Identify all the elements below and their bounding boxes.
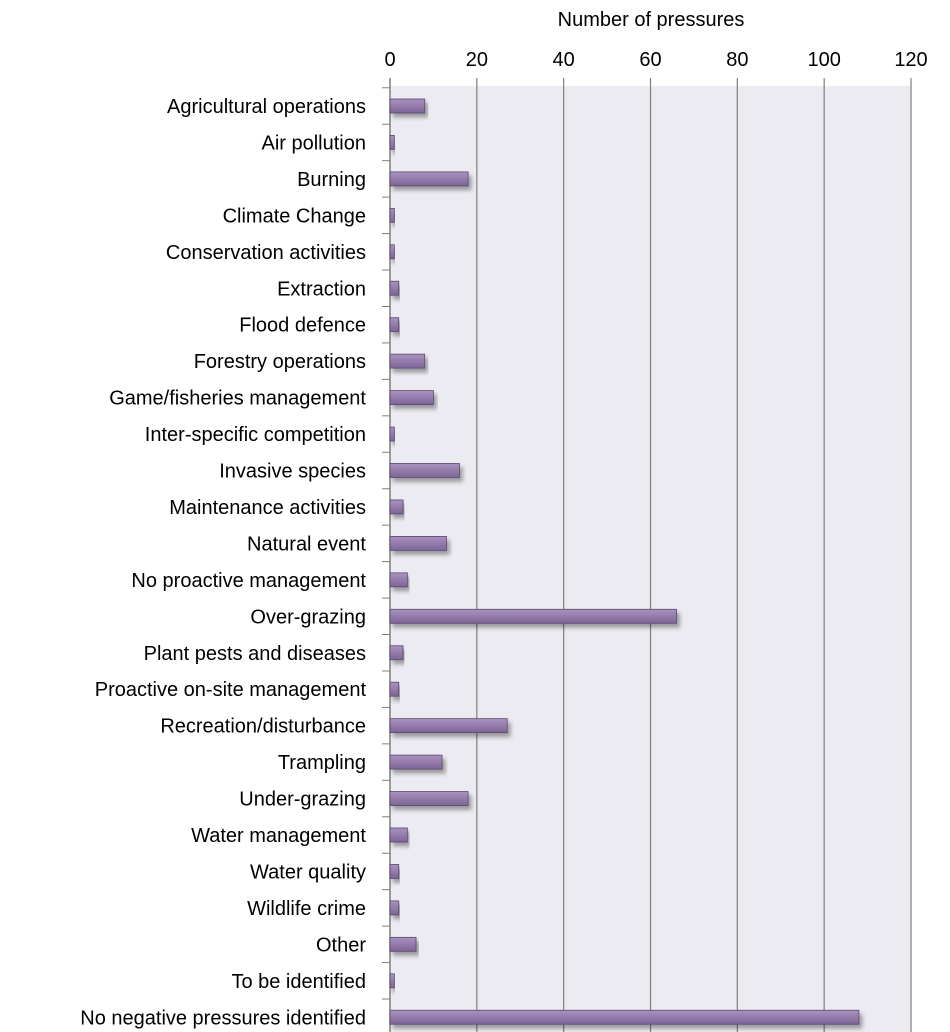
bar bbox=[389, 973, 395, 989]
category-label: Trampling bbox=[278, 752, 366, 774]
bar bbox=[389, 207, 395, 223]
bar bbox=[389, 280, 400, 296]
category-labels: Agricultural operations Air pollution Burn… bbox=[80, 96, 366, 1029]
category-label: Invasive species bbox=[219, 461, 366, 483]
bar bbox=[389, 499, 404, 515]
category-label: Natural event bbox=[247, 533, 366, 555]
bar bbox=[389, 754, 443, 770]
bar bbox=[389, 426, 395, 442]
category-label: Air pollution bbox=[261, 132, 366, 154]
category-label: Agricultural operations bbox=[167, 96, 366, 118]
bar bbox=[389, 827, 408, 843]
bar bbox=[389, 900, 400, 916]
category-label: To be identified bbox=[231, 971, 366, 993]
category-label: Conservation activities bbox=[166, 242, 366, 264]
bar bbox=[389, 864, 400, 879]
category-label: Proactive on-site management bbox=[95, 679, 367, 701]
bar bbox=[389, 791, 469, 806]
bar bbox=[389, 536, 447, 551]
category-label: Flood defence bbox=[239, 315, 366, 337]
bars bbox=[389, 98, 860, 1025]
bar bbox=[389, 463, 460, 478]
bar bbox=[389, 936, 417, 952]
bar bbox=[389, 390, 434, 406]
x-tick-label: 60 bbox=[639, 49, 661, 71]
bar bbox=[389, 572, 408, 588]
x-tick-label: 0 bbox=[384, 49, 395, 71]
category-label: Extraction bbox=[277, 278, 366, 300]
bar bbox=[389, 135, 395, 150]
x-tick-label: 100 bbox=[807, 49, 840, 71]
bar bbox=[389, 681, 400, 697]
x-tick-label: 20 bbox=[466, 49, 488, 71]
category-label: Inter-specific competition bbox=[145, 424, 366, 446]
category-label: Burning bbox=[297, 169, 366, 191]
gridlines bbox=[382, 78, 912, 1032]
category-label: Forestry operations bbox=[194, 351, 366, 373]
category-label: Over-grazing bbox=[250, 606, 366, 628]
bar bbox=[389, 608, 677, 624]
x-axis-title: Number of pressures bbox=[558, 9, 745, 31]
bar bbox=[389, 1009, 860, 1025]
x-tick-label: 120 bbox=[894, 49, 927, 71]
bar bbox=[389, 317, 400, 333]
category-label: Under-grazing bbox=[239, 789, 366, 811]
category-label: Recreation/disturbance bbox=[160, 716, 366, 738]
x-axis-ticks: 0 20 40 60 80 100 120 bbox=[384, 49, 927, 71]
category-label: Game/fisheries management bbox=[109, 388, 366, 410]
category-label: No proactive management bbox=[131, 570, 366, 592]
category-label: Other bbox=[316, 934, 366, 956]
bar bbox=[389, 244, 395, 260]
category-label: Maintenance activities bbox=[169, 497, 366, 519]
x-tick-label: 40 bbox=[553, 49, 575, 71]
category-label: Water quality bbox=[250, 861, 366, 883]
bar bbox=[389, 718, 508, 734]
category-label: No negative pressures identified bbox=[80, 1007, 366, 1029]
category-label: Plant pests and diseases bbox=[144, 643, 366, 665]
category-label: Wildlife crime bbox=[247, 898, 366, 920]
category-label: Water management bbox=[191, 825, 366, 847]
bar bbox=[389, 171, 469, 187]
bar bbox=[389, 645, 404, 661]
bar bbox=[389, 98, 426, 114]
bar bbox=[389, 353, 426, 369]
category-label: Climate Change bbox=[223, 205, 366, 227]
x-tick-label: 80 bbox=[726, 49, 748, 71]
